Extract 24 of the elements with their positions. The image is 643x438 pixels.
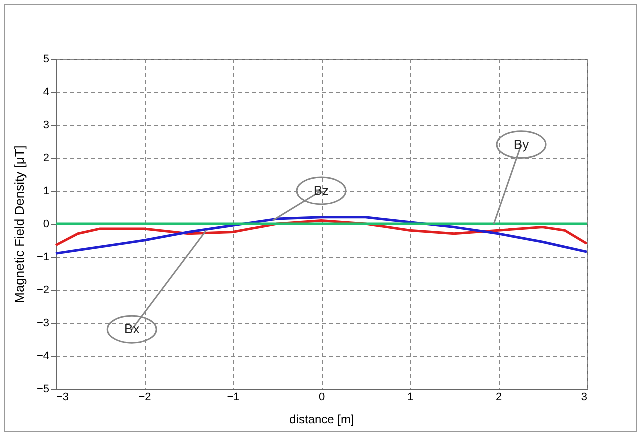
y-tick-label: 1	[43, 186, 50, 198]
x-tick-label: 2	[496, 392, 502, 404]
y-tick-label: 2	[43, 152, 50, 164]
annotation: Bz	[314, 183, 330, 198]
annotation: By	[514, 136, 530, 152]
y-axis-title: Magnetic Field Density [μT]	[12, 146, 27, 304]
x-tick-label: 3	[581, 392, 588, 404]
y-tick-label: −5	[36, 384, 50, 396]
y-tick-label: 4	[43, 86, 50, 98]
y-tick-label: −1	[36, 252, 50, 264]
x-tick-label: 1	[407, 392, 414, 404]
y-tick-label: −3	[36, 318, 50, 330]
x-tick-label: −3	[56, 392, 70, 404]
line-series	[54, 216, 588, 255]
annotation: Bx	[124, 322, 140, 337]
y-tick-label: −2	[36, 284, 50, 296]
y-tick-label: 3	[43, 120, 50, 132]
x-axis-title: distance [m]	[290, 412, 354, 426]
x-tick-label: −1	[227, 392, 240, 404]
x-tick-label: 0	[318, 392, 326, 404]
y-tick-label: 5	[43, 54, 50, 66]
y-tick-label: −4	[36, 350, 50, 362]
x-tick-label: −2	[138, 392, 152, 404]
y-tick-label: 0	[43, 218, 50, 230]
